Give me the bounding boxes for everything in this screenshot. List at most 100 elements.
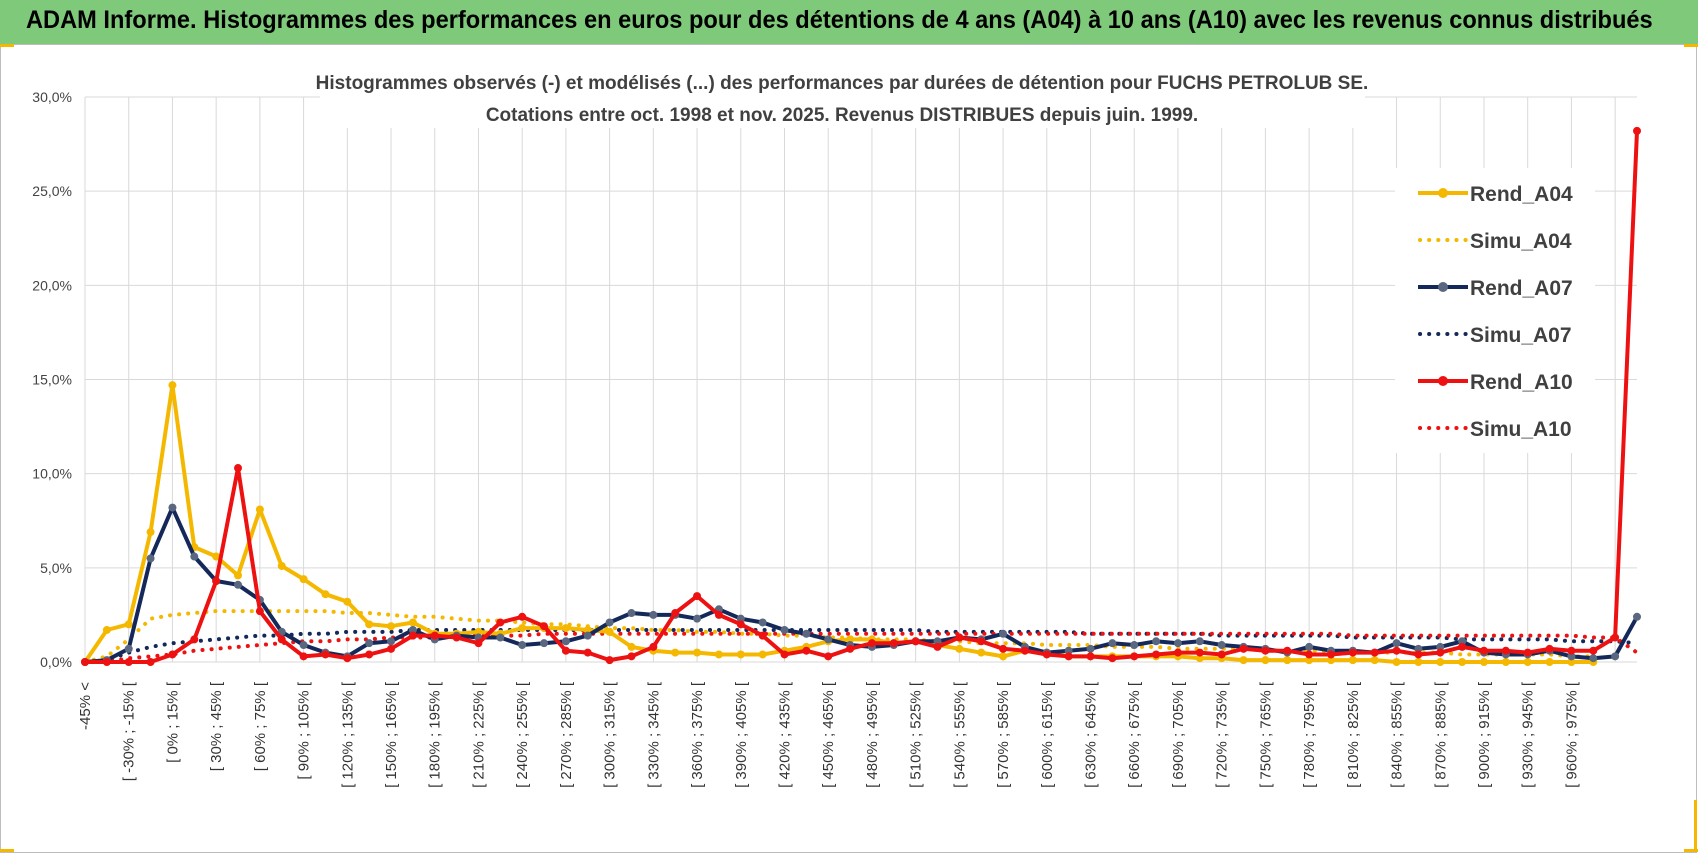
data-point — [824, 652, 833, 661]
legend-item: Rend_A07 — [1418, 277, 1573, 300]
data-point — [168, 381, 177, 390]
data-point — [1173, 639, 1182, 648]
data-point — [758, 650, 767, 659]
data-point — [1261, 646, 1270, 655]
data-point — [846, 635, 855, 644]
legend-item: Simu_A07 — [1418, 324, 1572, 347]
data-point — [343, 597, 352, 606]
y-tick-label: 5,0% — [40, 560, 72, 576]
data-point — [1458, 642, 1467, 651]
data-point — [102, 625, 111, 634]
data-point — [1567, 646, 1576, 655]
x-tick-label: -45% < — [77, 682, 94, 730]
data-point — [1152, 637, 1161, 646]
x-tick-label: [ 150% ; 165% [ — [383, 681, 400, 788]
data-point — [1611, 633, 1620, 642]
x-tick-label: [ -30% ; -15% [ — [121, 681, 138, 781]
legend-label: Rend_A10 — [1470, 371, 1573, 394]
data-point — [1567, 658, 1576, 666]
data-point — [1305, 650, 1314, 659]
data-point — [408, 631, 417, 640]
data-point — [299, 641, 308, 650]
chart-title-line-1: Histogrammes observés (-) et modélisés (… — [316, 73, 1369, 94]
data-point — [1523, 648, 1532, 657]
data-point — [124, 620, 133, 629]
data-point — [1458, 637, 1467, 646]
x-tick-label: [ 510% ; 525% [ — [908, 681, 925, 788]
data-point — [1261, 656, 1270, 665]
data-point — [1305, 642, 1314, 651]
data-point — [321, 650, 330, 659]
data-point — [693, 614, 702, 623]
x-tick-label: [ 240% ; 255% [ — [514, 681, 531, 788]
data-point — [1392, 658, 1401, 666]
data-point — [955, 644, 964, 653]
data-point — [408, 618, 417, 627]
data-point — [605, 656, 614, 665]
data-point — [1545, 644, 1554, 653]
data-point — [540, 622, 549, 631]
data-point — [212, 577, 221, 586]
x-axis-ticks: -45% < [ -30% ; -15% [[ 0% ; 15% [[ 30% ;… — [77, 681, 1580, 788]
legend-label: Rend_A04 — [1470, 183, 1573, 206]
data-point — [933, 642, 942, 651]
data-point — [1326, 656, 1335, 665]
data-point — [758, 631, 767, 640]
data-point — [693, 592, 702, 601]
data-point — [474, 639, 483, 648]
data-point — [846, 644, 855, 653]
x-tick-label: [ 90% ; 105% [ — [296, 681, 313, 779]
data-point — [933, 637, 942, 646]
data-point — [365, 620, 374, 629]
data-point — [1064, 652, 1073, 661]
x-tick-label: [ 600% ; 615% [ — [1039, 681, 1056, 788]
data-point — [1130, 641, 1139, 650]
x-tick-label: [ 540% ; 555% [ — [951, 681, 968, 788]
x-tick-label: [ 930% ; 945% [ — [1520, 681, 1537, 788]
data-point — [561, 624, 570, 633]
header-banner: ADAM Informe. Histogrammes des performan… — [0, 0, 1698, 45]
data-point — [452, 633, 461, 642]
data-point — [1523, 658, 1532, 666]
data-point — [234, 464, 243, 473]
data-point — [867, 639, 876, 648]
data-point — [649, 610, 658, 619]
data-point — [168, 503, 177, 512]
data-point — [780, 625, 789, 634]
data-point — [518, 641, 527, 650]
data-point — [1130, 652, 1139, 661]
legend-background — [1395, 168, 1595, 453]
y-tick-label: 25,0% — [32, 183, 72, 199]
data-point — [212, 552, 221, 561]
data-point — [736, 650, 745, 659]
data-point — [1392, 646, 1401, 655]
corner-mark-bottom-right — [1684, 849, 1698, 852]
data-point — [299, 575, 308, 584]
y-tick-label: 0,0% — [40, 654, 72, 670]
legend-marker — [1438, 282, 1448, 292]
data-point — [1064, 646, 1073, 655]
data-point — [671, 648, 680, 657]
data-point — [693, 648, 702, 657]
data-point — [343, 654, 352, 663]
data-point — [758, 618, 767, 627]
x-tick-label: [ 180% ; 195% [ — [427, 681, 444, 788]
x-tick-label: [ 390% ; 405% [ — [733, 681, 750, 788]
legend-label: Simu_A10 — [1470, 418, 1572, 441]
data-point — [1436, 648, 1445, 657]
data-point — [1305, 656, 1314, 665]
y-axis-ticks: 0,0% 5,0% 10,0% 15,0% 20,0% 25,0% 30,0% — [32, 89, 72, 670]
data-point — [387, 637, 396, 646]
data-point — [1326, 650, 1335, 659]
series-rend-a10 — [81, 126, 1641, 666]
data-point — [627, 652, 636, 661]
x-tick-label: [ 330% ; 345% [ — [645, 681, 662, 788]
data-point — [1479, 646, 1488, 655]
data-point — [999, 652, 1008, 661]
legend-label: Simu_A04 — [1470, 230, 1572, 253]
data-point — [102, 658, 111, 666]
data-point — [1042, 650, 1051, 659]
legend-label: Rend_A07 — [1470, 277, 1573, 300]
data-point — [387, 644, 396, 653]
x-tick-label: [ 360% ; 375% [ — [689, 681, 706, 788]
